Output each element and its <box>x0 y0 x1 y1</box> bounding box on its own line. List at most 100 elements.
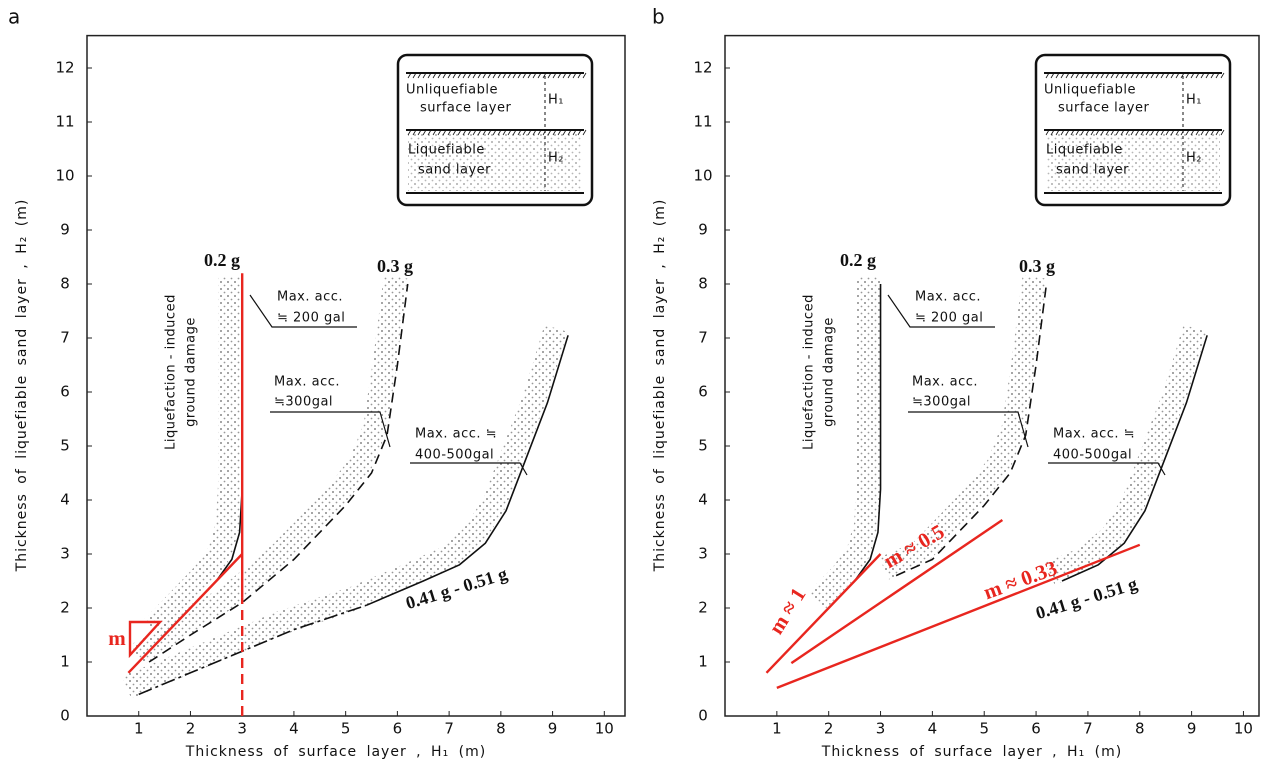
x-tick-label: 8 <box>1135 720 1145 738</box>
side-label: ground damage <box>822 317 837 427</box>
inset-hatch <box>1045 72 1050 79</box>
inset-hatch <box>1150 72 1155 79</box>
y-tick-label: 12 <box>693 59 712 77</box>
inset-label: H₂ <box>1186 151 1202 166</box>
inset-hatch <box>1095 72 1100 79</box>
inset-hatch <box>532 129 537 136</box>
x-axis-title: Thickness of surface layer , H₁ (m) <box>185 744 486 760</box>
y-tick-label: 6 <box>698 383 708 401</box>
curve <box>776 543 1141 690</box>
inset-hatch <box>562 129 567 136</box>
annotation: ≒ 200 gal <box>915 311 983 326</box>
inset-hatch <box>1100 72 1105 79</box>
inset-hatch <box>1135 72 1140 79</box>
inset-hatch <box>1080 72 1085 79</box>
inset-hatch <box>1195 72 1200 79</box>
inset-hatch <box>567 72 572 79</box>
slope-triangle <box>128 620 163 659</box>
scatter-band <box>808 277 881 610</box>
scatter-band <box>1045 324 1207 585</box>
inset-hatch <box>557 72 562 79</box>
inset-hatch <box>1195 129 1200 136</box>
annotation: Max. acc. <box>912 375 978 390</box>
inset-hatch <box>1190 129 1195 136</box>
curve <box>148 283 409 663</box>
inset-label: sand layer <box>1056 163 1129 178</box>
y-tick-label: 4 <box>698 491 708 509</box>
inset-hatch <box>422 129 427 136</box>
inset-hatch <box>577 129 582 136</box>
y-tick-label: 5 <box>698 437 708 455</box>
inset-hatch <box>1120 72 1125 79</box>
inset-label: Unliquefiable <box>406 83 498 98</box>
inset-hatch <box>1155 72 1160 79</box>
inset-hatch <box>442 72 447 79</box>
y-tick-label: 11 <box>55 113 74 131</box>
inset-hatch <box>1130 129 1135 136</box>
x-tick-label: 1 <box>134 720 144 738</box>
inset-hatch <box>1050 72 1055 79</box>
x-tick-label: 1 <box>772 720 782 738</box>
inset-hatch <box>417 72 422 79</box>
scatter-band <box>879 275 1047 580</box>
inset-hatch <box>512 72 517 79</box>
y-tick-label: 3 <box>60 545 70 563</box>
inset-hatch <box>1070 72 1075 79</box>
inset-hatch <box>437 129 442 136</box>
inset-hatch <box>1080 129 1085 136</box>
y-tick-label: 9 <box>60 221 70 239</box>
x-tick-label: 6 <box>393 720 403 738</box>
inset-hatch <box>527 129 532 136</box>
inset-hatch <box>1200 72 1205 79</box>
annotation-leader <box>410 462 528 476</box>
inset-hatch <box>452 129 457 136</box>
inset-hatch <box>1055 129 1060 136</box>
x-tick-label: 9 <box>548 720 558 738</box>
inset-hatch <box>427 72 432 79</box>
inset-hatch <box>467 129 472 136</box>
inset-label: H₁ <box>548 93 564 108</box>
inset-hatch <box>432 129 437 136</box>
inset-hatch <box>1065 72 1070 79</box>
inset-label: surface layer <box>1058 101 1149 116</box>
scatter-band <box>143 277 243 637</box>
inset-hatch <box>457 72 462 79</box>
inset-hatch <box>427 129 432 136</box>
inset-hatch <box>572 72 577 79</box>
annotation: ≒ 200 gal <box>277 311 345 326</box>
inset-hatch <box>1215 129 1220 136</box>
annotation: Max. acc. <box>915 290 981 305</box>
inset-hatch <box>1115 72 1120 79</box>
inset-hatch <box>457 129 462 136</box>
inset-label: surface layer <box>420 101 511 116</box>
annotation: 400-500gal <box>415 448 494 463</box>
inset-hatch <box>1220 72 1225 79</box>
inset-hatch <box>1090 129 1095 136</box>
inset-hatch <box>1185 72 1190 79</box>
inset-hatch <box>1150 129 1155 136</box>
inset-label: sand layer <box>418 163 491 178</box>
inset-hatch <box>532 72 537 79</box>
inset-hatch <box>547 72 552 79</box>
inset-hatch <box>422 72 427 79</box>
inset-hatch <box>1155 129 1160 136</box>
curve <box>765 553 882 674</box>
inset-hatch <box>467 72 472 79</box>
y-tick-label: 10 <box>693 167 712 185</box>
x-tick-label: 10 <box>1234 720 1253 738</box>
annotation-leader <box>1048 462 1166 476</box>
y-tick-label: 0 <box>60 707 70 725</box>
inset-hatch <box>1105 129 1110 136</box>
inset-sand <box>408 133 582 191</box>
inset-hatch <box>1165 72 1170 79</box>
panel-label: a <box>8 5 20 29</box>
x-tick-label: 5 <box>979 720 989 738</box>
inset-label: Liquefiable <box>408 143 485 158</box>
inset-hatch <box>472 72 477 79</box>
inset-hatch <box>502 129 507 136</box>
y-tick-label: 6 <box>60 383 70 401</box>
inset-hatch <box>1060 129 1065 136</box>
inset-hatch <box>1210 129 1215 136</box>
plot-frame <box>724 34 1260 717</box>
